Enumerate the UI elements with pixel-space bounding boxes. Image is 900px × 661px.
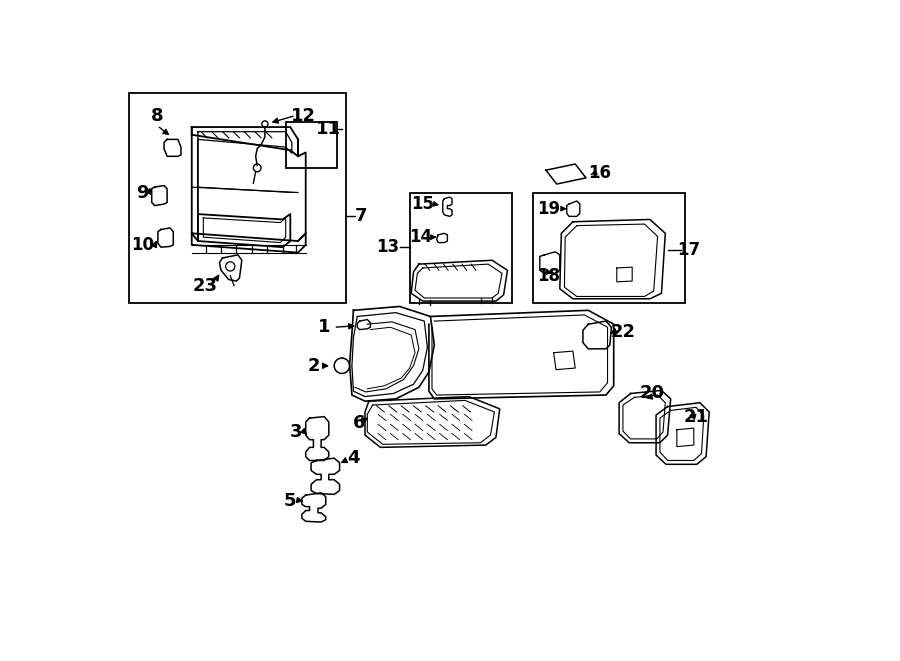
Text: 20: 20 [640, 385, 665, 403]
Text: 3: 3 [290, 423, 302, 441]
Text: 21: 21 [684, 408, 708, 426]
Text: 10: 10 [131, 236, 154, 254]
Text: 6: 6 [354, 414, 366, 432]
Text: 11: 11 [316, 120, 341, 138]
Bar [129, 93, 346, 303]
Text: 18: 18 [537, 266, 561, 285]
Text: 5: 5 [284, 492, 297, 510]
Bar [533, 193, 685, 303]
Text: 9: 9 [136, 184, 149, 202]
Text: 4: 4 [347, 449, 360, 467]
Text: 12: 12 [291, 106, 316, 124]
Text: 15: 15 [411, 195, 434, 213]
Text: 23: 23 [194, 277, 218, 295]
Text: 16: 16 [589, 165, 611, 182]
Text: 8: 8 [151, 106, 164, 124]
Text: 14: 14 [409, 228, 432, 246]
Text: 22: 22 [610, 323, 635, 341]
Text: 13: 13 [376, 238, 400, 256]
Bar [285, 122, 337, 168]
Text: 1: 1 [318, 318, 330, 336]
Text: 17: 17 [677, 241, 700, 259]
Text: 2: 2 [307, 357, 320, 375]
Text: 19: 19 [536, 200, 560, 217]
Text: 7: 7 [355, 208, 367, 225]
Bar [410, 193, 512, 303]
